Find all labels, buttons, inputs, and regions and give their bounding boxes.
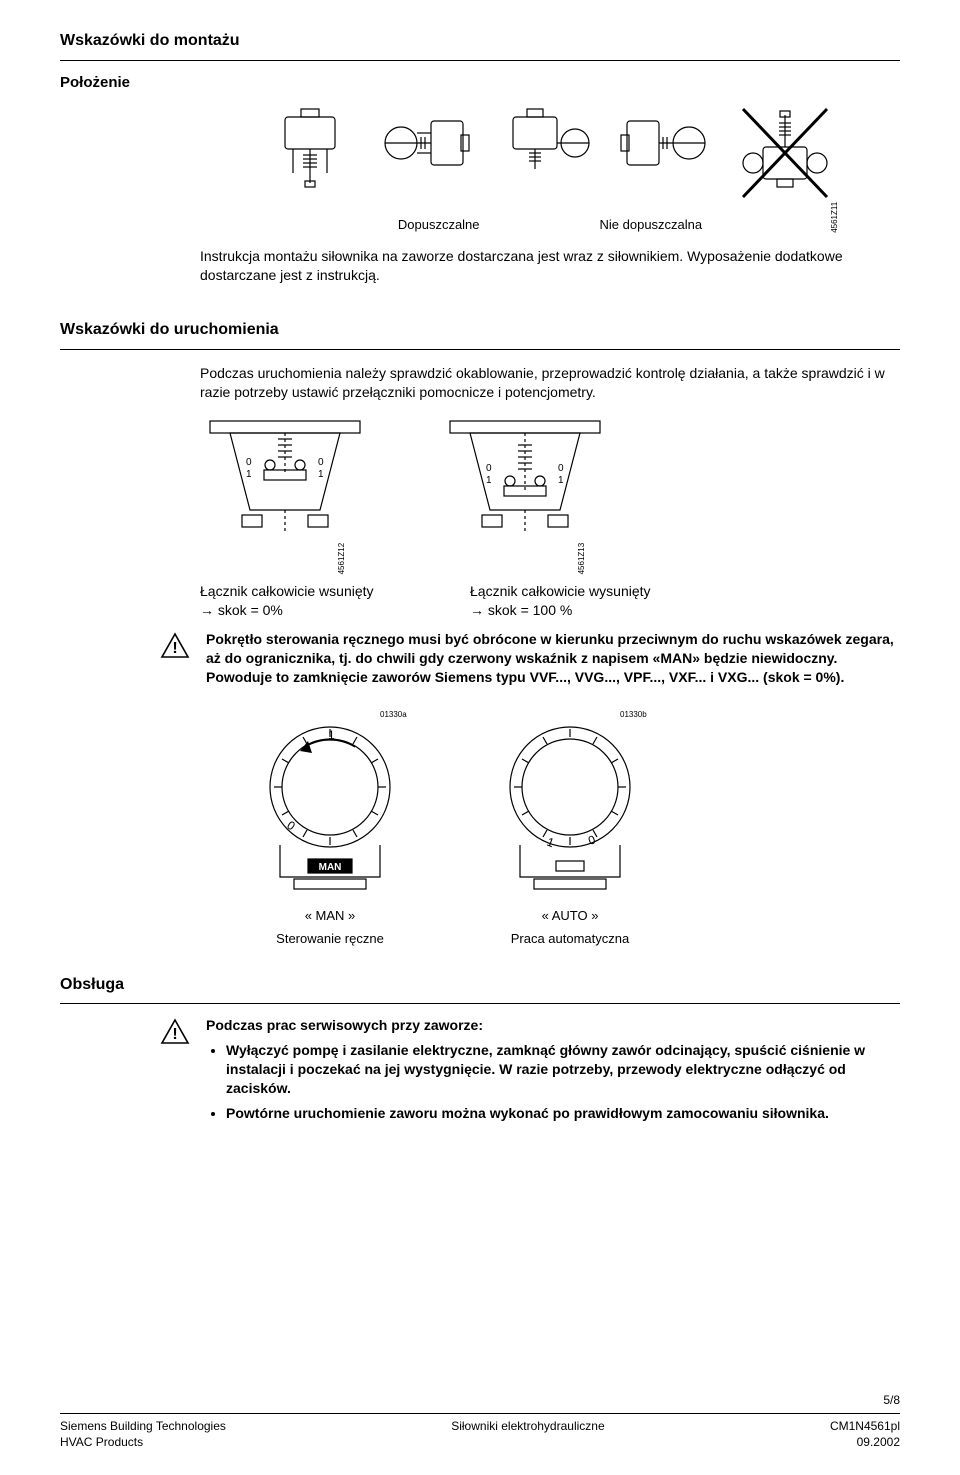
subheading-position: Położenie	[60, 73, 900, 93]
rule-commissioning	[60, 349, 900, 350]
svg-text:MAN: MAN	[319, 862, 342, 873]
rule-assembly	[60, 60, 900, 61]
svg-text:0: 0	[486, 463, 492, 474]
service-bullet-1: Wyłączyć pompę i zasilanie elektryczne, …	[226, 1041, 900, 1098]
section-heading-commissioning: Wskazówki do uruchomienia	[60, 319, 900, 341]
footer-left-1: Siemens Building Technologies	[60, 1418, 226, 1434]
knob-diagram-man: 01330a	[250, 707, 410, 897]
service-intro: Podczas prac serwisowych przy zaworze:	[206, 1016, 900, 1035]
diagram-id-top: 4561Z11	[830, 202, 841, 233]
switch-left-caption-2: → skok = 0%	[200, 601, 420, 620]
knob-label-b: 01330b	[620, 710, 647, 719]
orientation-diagram-1	[265, 103, 355, 193]
warning-icon: !	[160, 1018, 190, 1046]
svg-text:1: 1	[246, 469, 252, 480]
orientation-diagram-4	[615, 103, 715, 183]
svg-text:1: 1	[545, 834, 556, 850]
service-bullet-2: Powtórne uruchomienie zaworu można wykon…	[226, 1104, 900, 1123]
footer-page-number: 5/8	[60, 1392, 900, 1408]
footer-rule	[60, 1413, 900, 1414]
warning-icon: !	[160, 632, 190, 660]
diagram-id-switch-right: 4561Z13	[577, 542, 588, 574]
footer-center: Siłowniki elektrohydrauliczne	[226, 1418, 830, 1434]
assembly-body-text: Instrukcja montażu siłownika na zaworze …	[200, 247, 900, 285]
svg-text:0: 0	[558, 463, 564, 474]
orientation-diagram-2	[375, 103, 475, 183]
svg-text:1: 1	[328, 728, 335, 742]
caption-allowed: Dopuszczalne	[398, 216, 480, 234]
switch-right-caption-2: → skok = 100 %	[470, 601, 690, 620]
knob-diagram-auto: 01330b	[490, 707, 650, 897]
svg-text:1: 1	[318, 469, 324, 480]
footer-right-1: CM1N4561pl	[830, 1418, 900, 1434]
mode-auto-desc: Praca automatyczna	[511, 931, 630, 946]
orientation-diagram-3	[495, 103, 595, 183]
svg-text:0: 0	[246, 457, 252, 468]
mode-auto-label: « AUTO »	[490, 907, 650, 925]
page-footer: 5/8 Siemens Building Technologies HVAC P…	[60, 1392, 900, 1450]
caption-not-allowed: Nie dopuszczalna	[600, 216, 703, 234]
svg-text:0: 0	[284, 818, 298, 833]
mode-man-label: « MAN »	[250, 907, 410, 925]
warning-1-text: Pokrętło sterowania ręcznego musi być ob…	[206, 630, 900, 687]
orientation-diagram-row: 4561Z11	[200, 103, 900, 208]
svg-text:!: !	[172, 1026, 177, 1043]
footer-left-2: HVAC Products	[60, 1434, 226, 1450]
rule-service	[60, 1003, 900, 1004]
svg-text:1: 1	[486, 475, 492, 486]
orientation-diagram-5-crossed	[735, 103, 835, 203]
mode-man-desc: Sterowanie ręczne	[276, 931, 384, 946]
switch-left-caption-1: Łącznik całkowicie wsunięty	[200, 582, 420, 601]
svg-text:0: 0	[318, 457, 324, 468]
section-heading-service: Obsługa	[60, 974, 900, 996]
diagram-id-switch-left: 4561Z12	[337, 542, 348, 574]
footer-right-2: 09.2002	[830, 1434, 900, 1450]
commissioning-body-text: Podczas uruchomienia należy sprawdzić ok…	[200, 364, 900, 402]
knob-label-a: 01330a	[380, 710, 407, 719]
switch-right-caption-1: Łącznik całkowicie wysunięty	[470, 582, 690, 601]
section-heading-assembly: Wskazówki do montażu	[60, 30, 900, 52]
svg-text:1: 1	[558, 475, 564, 486]
svg-text:!: !	[172, 640, 177, 657]
